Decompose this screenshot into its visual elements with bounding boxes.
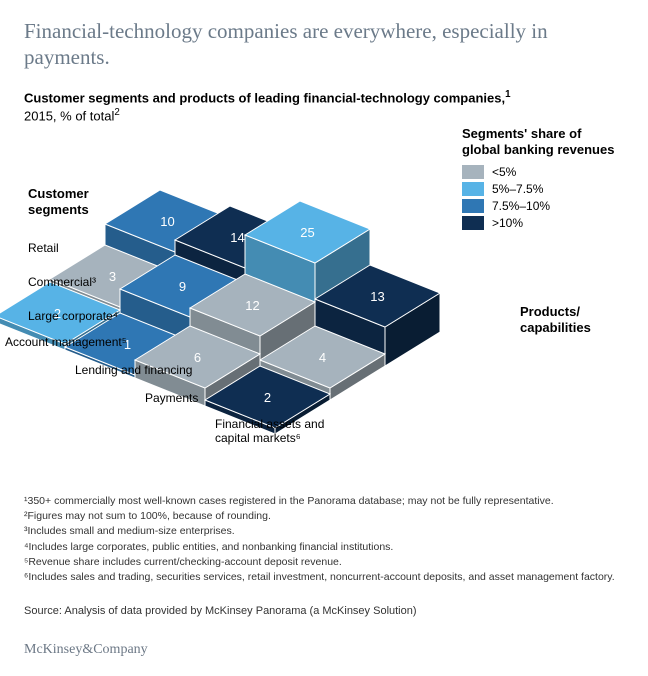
legend: Segments' share of global banking revenu… <box>462 126 622 233</box>
page-title: Financial-technology companies are every… <box>0 0 648 79</box>
svg-text:2: 2 <box>264 390 271 405</box>
svg-text:Large corporate⁴: Large corporate⁴ <box>28 309 118 323</box>
svg-text:6: 6 <box>194 350 201 365</box>
chart-subtitle: Customer segments and products of leadin… <box>0 79 648 107</box>
legend-item: <5% <box>462 165 622 179</box>
legend-swatch <box>462 199 484 213</box>
source-line: Source: Analysis of data provided by McK… <box>24 605 417 617</box>
svg-text:12: 12 <box>245 298 259 313</box>
footnote: ⁵Revenue share includes current/checking… <box>24 555 624 569</box>
legend-label: <5% <box>492 165 516 179</box>
legend-swatch <box>462 216 484 230</box>
svg-text:Customer: Customer <box>28 186 89 201</box>
legend-item: >10% <box>462 216 622 230</box>
footnote: ³Includes small and medium-size enterpri… <box>24 524 624 538</box>
svg-text:capital markets⁶: capital markets⁶ <box>215 431 301 445</box>
footnotes: ¹350+ commercially most well-known cases… <box>24 494 624 585</box>
footnote: ⁴Includes large corporates, public entit… <box>24 540 624 554</box>
svg-text:10: 10 <box>160 214 174 229</box>
svg-text:Account management⁵: Account management⁵ <box>5 335 127 349</box>
legend-title: Segments' share of global banking revenu… <box>462 126 622 159</box>
svg-text:25: 25 <box>300 225 314 240</box>
svg-text:segments: segments <box>28 202 89 217</box>
legend-label: 5%–7.5% <box>492 182 543 196</box>
svg-text:Financial assets and: Financial assets and <box>215 417 324 431</box>
legend-swatch <box>462 182 484 196</box>
svg-text:Payments: Payments <box>145 391 198 405</box>
svg-text:capabilities: capabilities <box>520 320 591 335</box>
svg-text:Commercial³: Commercial³ <box>28 275 96 289</box>
svg-text:9: 9 <box>179 279 186 294</box>
footnote: ⁶Includes sales and trading, securities … <box>24 570 624 584</box>
footnote: ¹350+ commercially most well-known cases… <box>24 494 624 508</box>
legend-item: 7.5%–10% <box>462 199 622 213</box>
footnote: ²Figures may not sum to 100%, because of… <box>24 509 624 523</box>
svg-text:Retail: Retail <box>28 241 59 255</box>
brand: McKinsey&Company <box>24 642 148 658</box>
svg-text:4: 4 <box>319 350 326 365</box>
legend-item: 5%–7.5% <box>462 182 622 196</box>
svg-text:13: 13 <box>370 289 384 304</box>
legend-label: 7.5%–10% <box>492 199 550 213</box>
legend-swatch <box>462 165 484 179</box>
legend-label: >10% <box>492 216 523 230</box>
svg-text:Lending and financing: Lending and financing <box>75 363 192 377</box>
svg-text:14: 14 <box>230 230 244 245</box>
svg-text:Products/: Products/ <box>520 304 580 319</box>
svg-text:3: 3 <box>109 269 116 284</box>
